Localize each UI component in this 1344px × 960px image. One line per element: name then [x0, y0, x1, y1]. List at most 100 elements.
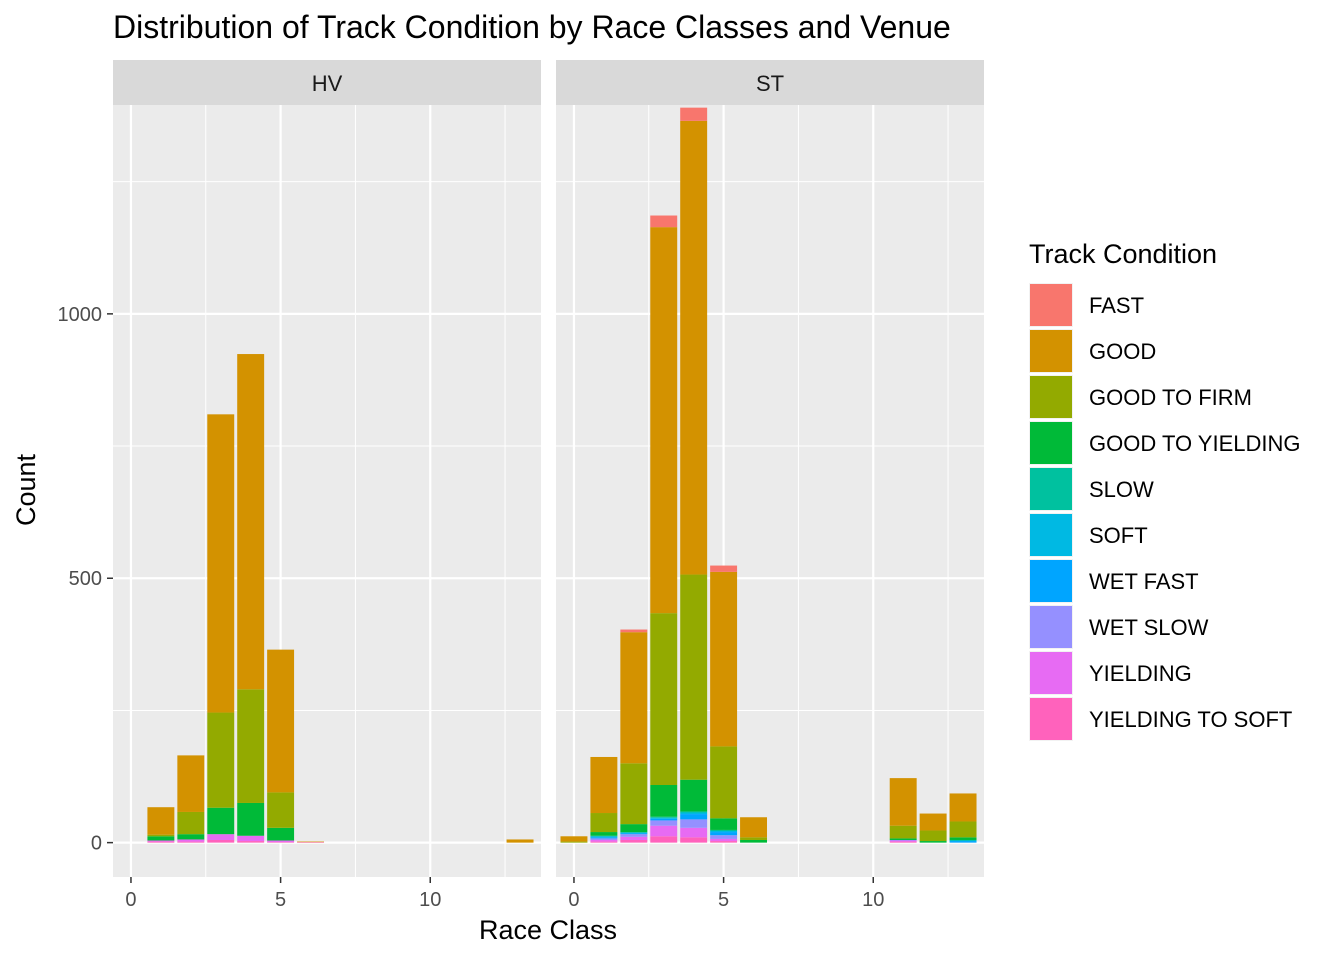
y-tick-label: 500 — [69, 568, 102, 590]
legend-label: WET SLOW — [1089, 615, 1209, 640]
bar-segment-good — [889, 778, 917, 826]
bar-segment-yielding-to-soft — [267, 842, 295, 843]
bar-segment-good-to-firm — [560, 841, 588, 843]
legend-item: GOOD — [1029, 329, 1156, 373]
bar-segment-wet-fast — [949, 841, 977, 843]
legend-item: SLOW — [1029, 467, 1154, 511]
legend-item: WET SLOW — [1029, 605, 1209, 649]
legend: Track Condition FAST GOOD GOOD TO FIRM GOOD… — [1029, 239, 1301, 741]
bar-segment-good-to-yielding — [680, 779, 708, 812]
bar-segment-good-to-yielding — [237, 802, 265, 836]
legend-title: Track Condition — [1029, 239, 1217, 269]
facet-strip-label: HV — [312, 71, 343, 96]
legend-label: WET FAST — [1089, 569, 1199, 594]
bar-segment-wet-fast — [590, 837, 618, 839]
bar-segment-good — [680, 120, 708, 575]
bar-segment-wet-fast — [710, 832, 738, 836]
bar-segment-good-to-yielding — [919, 841, 947, 843]
bar-segment-good-to-firm — [177, 811, 205, 835]
bar-segment-wet-slow — [710, 835, 738, 839]
bar-segment-good-to-yielding — [650, 784, 678, 817]
facet-panels: HV 0 5 10 0 500 1000 ST 0 5 10 — [58, 60, 984, 911]
legend-swatch — [1030, 284, 1072, 326]
bar-segment-good — [297, 841, 325, 843]
facet-panel-st: ST 0 5 10 — [556, 60, 984, 911]
bar-segment-yielding-to-soft — [177, 841, 205, 843]
legend-label: SOFT — [1089, 523, 1148, 548]
bar-segment-good-to-yielding — [177, 834, 205, 840]
bar-segment-soft — [590, 836, 618, 838]
bar-segment-good-to-firm — [889, 825, 917, 839]
bar-segment-slow — [680, 811, 708, 813]
bar-segment-good — [506, 839, 534, 843]
legend-swatch — [1030, 560, 1072, 602]
bar-segment-fast — [710, 565, 738, 572]
legend-label: GOOD TO YIELDING — [1089, 431, 1301, 456]
bar-segment-wet-fast — [680, 814, 708, 820]
x-tick-label: 5 — [718, 889, 729, 911]
bar-segment-fast — [650, 215, 678, 228]
bar-segment-slow — [650, 816, 678, 818]
bar-segment-good-to-yielding — [590, 832, 618, 836]
bar-segment-good — [177, 755, 205, 812]
bar-segment-yielding-to-soft — [710, 841, 738, 843]
bar-segment-yielding-to-soft — [237, 841, 265, 843]
bar-segment-slow — [949, 839, 977, 841]
x-axis: 0 5 10 — [125, 877, 441, 911]
bar-segment-soft — [949, 840, 977, 842]
bar-segment-yielding-to-soft — [147, 841, 175, 843]
bar-segment-yielding — [590, 839, 618, 842]
bar-segment-good — [620, 632, 648, 764]
bar-segment-good-to-yielding — [889, 838, 917, 840]
bar-segment-good — [590, 756, 618, 814]
legend-swatch — [1030, 698, 1072, 740]
bar-segment-good-to-yielding — [949, 837, 977, 840]
legend-label: GOOD — [1089, 339, 1156, 364]
y-tick-label: 1000 — [58, 304, 103, 326]
bar-segment-good — [147, 807, 175, 835]
bar-segment-yielding-to-soft — [889, 841, 917, 843]
bar-segment-wet-slow — [680, 819, 708, 828]
bar-segment-wet-fast — [650, 818, 678, 821]
bar-segment-good-to-yielding — [710, 818, 738, 830]
bar-segment-good-to-firm — [207, 712, 235, 808]
bar-segment-yielding — [650, 825, 678, 837]
bar-segment-good — [207, 414, 235, 713]
legend-swatch — [1030, 376, 1072, 418]
bar-segment-yielding — [237, 835, 265, 842]
y-tick-label: 0 — [91, 833, 102, 855]
bar-segment-fast — [680, 107, 708, 121]
bar-segment-good-to-firm — [919, 830, 947, 842]
x-axis-title: Race Class — [479, 915, 617, 945]
plot-background — [556, 105, 984, 877]
bar-segment-yielding — [710, 838, 738, 842]
x-tick-label: 10 — [419, 889, 441, 911]
bar-segment-good-to-firm — [237, 689, 265, 803]
legend-label: FAST — [1089, 293, 1144, 318]
legend-swatch — [1030, 330, 1072, 372]
legend-label: YIELDING TO SOFT — [1089, 707, 1292, 732]
legend-swatch — [1030, 652, 1072, 694]
bar-segment-yielding-to-soft — [650, 836, 678, 843]
legend-label: YIELDING — [1089, 661, 1192, 686]
bar-segment-fast — [620, 629, 648, 633]
legend-item: YIELDING TO SOFT — [1029, 697, 1292, 741]
legend-item: GOOD TO YIELDING — [1029, 421, 1301, 465]
y-axis-title: Count — [11, 453, 41, 526]
bar-segment-good-to-firm — [590, 813, 618, 833]
bar-segment-yielding — [207, 834, 235, 840]
bar-segment-good-to-firm — [267, 792, 295, 828]
bars — [560, 107, 977, 843]
bar-segment-wet-slow — [889, 839, 917, 841]
x-tick-label: 0 — [125, 889, 136, 911]
bar-segment-yielding — [620, 836, 648, 840]
bar-segment-good — [949, 793, 977, 822]
facet-strip-label: ST — [756, 71, 784, 96]
bars — [147, 354, 534, 843]
chart-title: Distribution of Track Condition by Race … — [113, 9, 951, 45]
bar-segment-good — [267, 649, 295, 793]
bar-segment-soft — [680, 812, 708, 815]
x-tick-label: 0 — [568, 889, 579, 911]
bar-segment-wet-slow — [620, 834, 648, 837]
